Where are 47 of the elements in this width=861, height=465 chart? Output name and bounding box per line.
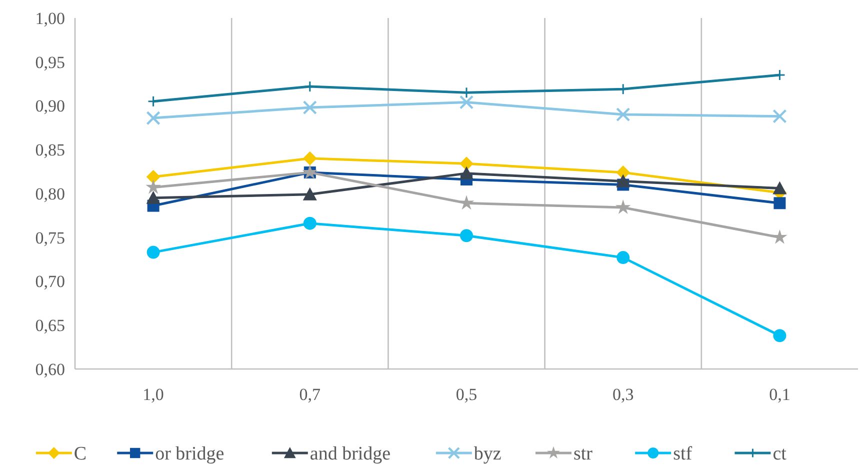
point bbox=[616, 251, 630, 264]
legend-label: C bbox=[74, 444, 87, 465]
x-tick-label: 0,7 bbox=[299, 385, 322, 404]
point bbox=[146, 110, 160, 126]
point bbox=[302, 100, 317, 115]
y-tick-label: 0,65 bbox=[35, 316, 65, 336]
point bbox=[616, 165, 630, 180]
legend-label: stf bbox=[673, 444, 693, 465]
point bbox=[460, 229, 473, 242]
legend-label: and bridge bbox=[310, 444, 391, 465]
point bbox=[302, 151, 317, 166]
point bbox=[146, 179, 161, 194]
point bbox=[772, 181, 787, 194]
point bbox=[615, 200, 631, 214]
y-tick-label: 1,00 bbox=[35, 8, 65, 28]
point bbox=[460, 156, 474, 171]
y-tick-label: 0,90 bbox=[35, 96, 65, 116]
point bbox=[774, 69, 786, 81]
point bbox=[460, 166, 474, 180]
point bbox=[772, 229, 788, 244]
y-tick-label: 0,75 bbox=[35, 228, 65, 248]
y-tick-label: 0,80 bbox=[35, 184, 65, 204]
point bbox=[459, 95, 474, 110]
point bbox=[773, 329, 786, 342]
point bbox=[616, 107, 630, 122]
x-tick-label: 0,5 bbox=[456, 385, 478, 404]
point bbox=[302, 187, 317, 200]
x-tick-label: 1,0 bbox=[142, 385, 164, 404]
legend-label: ct bbox=[772, 444, 788, 465]
point bbox=[148, 96, 160, 108]
point bbox=[772, 109, 787, 124]
y-tick-label: 0,60 bbox=[35, 360, 65, 379]
point bbox=[146, 170, 160, 184]
y-tick-label: 0,85 bbox=[35, 140, 65, 160]
x-tick-label: 0,1 bbox=[769, 385, 790, 404]
y-tick-label: 0,95 bbox=[35, 52, 65, 72]
point bbox=[616, 174, 630, 188]
y-tick-label: 0,70 bbox=[35, 272, 65, 292]
legend-label: str bbox=[574, 444, 594, 465]
point bbox=[774, 197, 786, 210]
point bbox=[146, 246, 160, 259]
legend-label: or bridge bbox=[155, 444, 224, 465]
point bbox=[303, 216, 316, 230]
x-tick-label: 0,3 bbox=[612, 385, 634, 404]
point bbox=[146, 190, 160, 204]
legend-label: byz bbox=[474, 444, 502, 465]
point bbox=[458, 195, 474, 210]
